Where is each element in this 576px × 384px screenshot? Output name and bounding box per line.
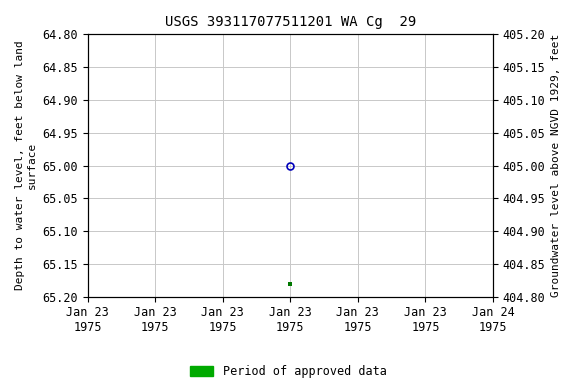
Legend: Period of approved data: Period of approved data: [190, 365, 386, 378]
Y-axis label: Depth to water level, feet below land
surface: Depth to water level, feet below land su…: [15, 41, 37, 290]
Y-axis label: Groundwater level above NGVD 1929, feet: Groundwater level above NGVD 1929, feet: [551, 34, 561, 297]
Title: USGS 393117077511201 WA Cg  29: USGS 393117077511201 WA Cg 29: [165, 15, 416, 29]
